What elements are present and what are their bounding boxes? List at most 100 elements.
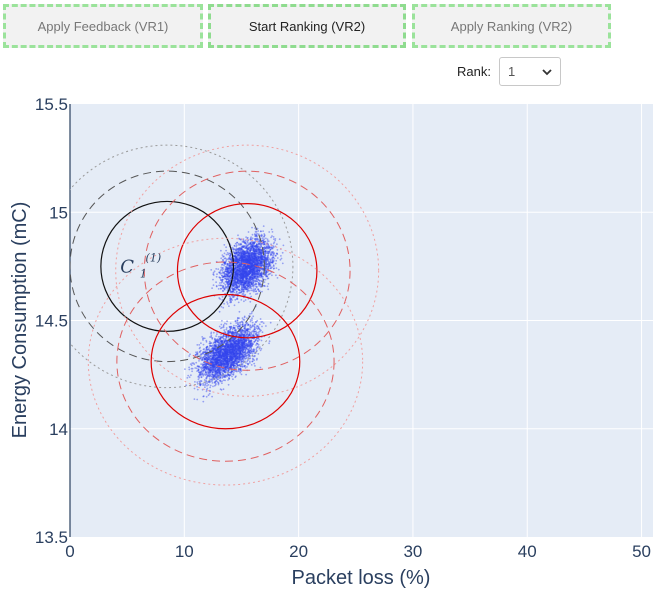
data-point — [225, 246, 228, 249]
data-point — [235, 258, 238, 261]
data-point — [228, 271, 231, 274]
data-point — [249, 272, 252, 275]
data-point — [259, 269, 261, 272]
data-point — [218, 284, 221, 287]
data-point — [235, 273, 237, 275]
data-point — [233, 274, 236, 276]
data-point — [245, 334, 248, 336]
data-point — [238, 259, 240, 261]
apply-feedback-vr1-button[interactable]: Apply Feedback (VR1) — [3, 4, 203, 48]
data-point — [239, 267, 242, 270]
data-point — [241, 249, 244, 252]
data-point — [262, 273, 264, 276]
data-point — [249, 270, 252, 273]
data-point — [235, 266, 238, 269]
data-point — [220, 305, 223, 308]
data-point — [225, 278, 228, 281]
data-point — [245, 275, 248, 278]
data-point — [223, 252, 226, 255]
data-point — [265, 237, 267, 240]
data-point — [252, 255, 255, 258]
data-point — [261, 263, 263, 265]
data-point — [246, 266, 249, 268]
data-point — [274, 262, 277, 265]
data-point — [254, 280, 257, 283]
data-point — [227, 273, 230, 276]
data-point — [251, 268, 254, 270]
data-point — [238, 242, 240, 245]
data-point — [247, 259, 250, 262]
data-point — [259, 246, 262, 249]
rank-select[interactable]: 1 — [499, 57, 561, 86]
data-point — [237, 288, 240, 291]
data-point — [257, 230, 260, 232]
data-point — [209, 384, 212, 387]
data-point — [244, 286, 247, 288]
data-point — [256, 246, 258, 248]
data-point — [244, 250, 246, 253]
data-point — [250, 283, 253, 286]
data-point — [224, 268, 227, 270]
data-point — [244, 267, 247, 269]
data-point — [268, 246, 271, 249]
data-point — [249, 266, 252, 268]
data-point — [246, 258, 248, 261]
data-point — [223, 302, 226, 305]
data-point — [212, 284, 215, 286]
data-point — [251, 270, 254, 272]
data-point — [244, 239, 247, 242]
data-point — [247, 270, 250, 272]
data-point — [222, 388, 225, 391]
data-point — [246, 269, 249, 272]
data-point — [263, 258, 266, 261]
start-ranking-vr2-button[interactable]: Start Ranking (VR2) — [208, 4, 406, 48]
data-point — [215, 335, 218, 337]
data-point — [251, 262, 254, 265]
data-point — [267, 250, 270, 253]
data-point — [255, 234, 258, 237]
data-point — [244, 268, 246, 271]
data-point — [222, 376, 225, 378]
data-point — [251, 264, 254, 267]
data-point — [281, 262, 284, 265]
data-point — [234, 248, 237, 251]
data-point — [228, 267, 231, 269]
apply-ranking-vr2-button[interactable]: Apply Ranking (VR2) — [412, 4, 611, 48]
data-point — [254, 231, 257, 233]
data-point — [247, 252, 250, 255]
data-point — [243, 254, 246, 257]
data-point — [256, 270, 259, 273]
data-point — [256, 263, 258, 266]
data-point — [212, 271, 215, 274]
data-point — [226, 263, 229, 265]
data-point — [250, 268, 253, 270]
data-point — [259, 260, 262, 263]
data-point — [251, 273, 253, 276]
data-point — [235, 271, 238, 273]
data-point — [259, 283, 261, 286]
data-point — [198, 344, 201, 346]
data-point — [263, 256, 266, 259]
data-point — [219, 287, 222, 290]
data-point — [254, 276, 256, 279]
data-point — [252, 261, 255, 263]
data-point — [234, 271, 237, 274]
data-point — [260, 249, 263, 252]
data-point — [249, 270, 251, 272]
data-point — [184, 368, 186, 370]
data-point — [234, 271, 236, 274]
data-point — [244, 275, 247, 278]
data-point — [257, 233, 260, 236]
data-point — [242, 284, 245, 287]
data-point — [251, 268, 254, 271]
data-point — [259, 272, 262, 275]
data-point — [272, 245, 275, 248]
data-point — [255, 259, 258, 262]
data-point — [224, 263, 227, 265]
data-point — [233, 255, 236, 257]
data-point — [211, 380, 213, 383]
data-point — [237, 280, 239, 282]
data-point — [235, 249, 238, 252]
data-point — [220, 327, 222, 330]
data-point — [249, 250, 251, 253]
